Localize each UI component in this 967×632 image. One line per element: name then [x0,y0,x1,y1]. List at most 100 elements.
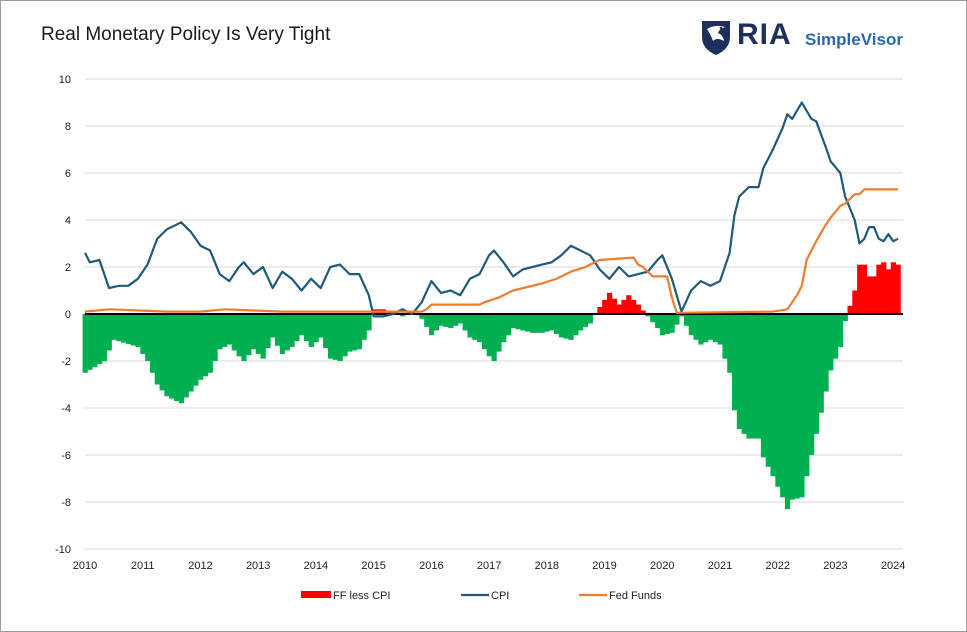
x-tick-label: 2011 [131,560,155,572]
ff-less-cpi-bar [621,299,627,314]
ff-less-cpi-bar [106,314,112,351]
ff-less-cpi-bar [645,314,651,317]
ff-less-cpi-bar [241,314,247,361]
ff-less-cpi-bar [606,292,613,314]
ff-less-cpi-bar [885,269,892,314]
ff-less-cpi-bar [270,314,276,338]
ff-less-cpi-bar [698,314,704,345]
ff-less-cpi-bar [616,304,622,314]
ff-less-cpi-bar [539,314,545,333]
ff-less-cpi-bar [116,314,122,342]
ff-less-cpi-bar [683,314,690,326]
ff-less-cpi-bar [173,314,180,401]
ff-less-cpi-bar [448,314,454,329]
ff-less-cpi-bar [140,314,146,354]
ff-less-cpi-bar [125,314,132,345]
x-tick-label: 2022 [765,560,789,572]
ff-less-cpi-bar [568,314,574,340]
ff-less-cpi-bar [573,314,579,336]
ff-less-cpi-bar [453,314,459,326]
y-tick-label: 2 [65,262,71,274]
ff-less-cpi-bar [712,314,718,343]
ff-less-cpi-bar [587,314,593,324]
ff-less-cpi-bar [669,314,675,333]
ff-less-cpi-bar [501,314,507,343]
ff-less-cpi-bar [707,314,714,340]
ff-less-cpi-bar [481,314,488,350]
ff-less-cpi-bar [597,306,603,314]
x-tick-label: 2014 [304,560,328,572]
ff-less-cpi-bar [111,314,117,340]
ff-less-cpi-bar [857,264,863,314]
ff-less-cpi-bar [486,314,492,357]
ff-less-cpi-bar [746,314,752,439]
chart-title: Real Monetary Policy Is Very Tight [41,24,331,45]
ff-less-cpi-bar [202,314,209,377]
ff-less-cpi-bar [198,314,204,380]
ff-less-cpi-bar [400,314,406,317]
ff-less-cpi-bar [212,314,218,361]
ff-less-cpi-bar [640,310,646,314]
ff-less-cpi-bar [510,314,516,329]
ff-less-cpi-bar [602,299,608,314]
ff-less-cpi-bar [789,314,795,500]
y-tick-label: -4 [61,403,71,415]
legend-label: FF less CPI [333,590,390,602]
ff-less-cpi-bar [284,314,290,351]
ff-less-cpi-bar [813,314,820,434]
ff-less-cpi-bar [717,314,723,345]
ff-less-cpi-bar [222,314,228,347]
fed-funds-line [84,188,898,314]
ff-less-cpi-bar [188,314,194,392]
ff-less-cpi-bar [751,314,757,439]
ff-less-cpi-bar [361,314,367,340]
ff-less-cpi-bar [688,314,694,336]
y-tick-label: 6 [65,168,71,180]
x-tick-label: 2012 [188,560,212,572]
ff-less-cpi-bar [193,314,199,386]
ff-less-cpi-bar [356,314,363,350]
ff-less-cpi-bar [563,314,569,339]
ff-less-cpi-bar [881,262,887,314]
ff-less-cpi-bar [823,314,829,392]
ff-less-cpi-bar [265,314,271,349]
x-tick-label: 2023 [823,560,847,572]
ff-less-cpi-bar [760,314,767,458]
x-tick-label: 2024 [881,560,905,572]
ff-less-cpi-bar [611,298,617,314]
y-tick-label: -2 [61,356,71,368]
logo-product: SimpleVisor [805,30,903,49]
ff-less-cpi-bar [674,314,680,325]
ff-less-cpi-bar [794,314,800,499]
y-tick-label: -10 [55,544,71,556]
ff-less-cpi-bar [92,314,98,367]
ff-less-cpi-bar [135,314,141,347]
ff-less-cpi-bar [87,314,93,370]
ff-less-cpi-bar [804,314,810,477]
x-tick-label: 2017 [477,560,501,572]
ff-less-cpi-bar [515,314,521,330]
ff-less-cpi-bar [299,314,305,336]
eagle-icon [702,21,730,55]
ff-less-cpi-bar [236,314,242,357]
ff-less-cpi-bar [693,314,699,340]
ff-less-cpi-bar [275,314,281,346]
x-tick-label: 2020 [650,560,674,572]
ff-less-cpi-bar [775,314,781,487]
ff-less-cpi-bar [477,314,483,343]
ff-less-cpi-bar [534,314,541,333]
ff-less-cpi-bar [558,314,565,338]
legend-label: CPI [491,590,509,602]
ff-less-cpi-bar [443,314,449,327]
ff-less-cpi-bar [626,295,632,314]
ff-less-cpi-bar [578,314,584,331]
ff-less-cpi-bar [428,314,435,336]
x-tick-label: 2010 [73,560,97,572]
y-tick-label: 8 [65,121,71,133]
ff-less-cpi-bar [491,314,497,361]
ff-less-cpi-bar [145,314,151,361]
x-tick-label: 2021 [708,560,732,572]
ff-less-cpi-bar [337,314,343,361]
ff-less-cpi-bar [366,314,372,331]
